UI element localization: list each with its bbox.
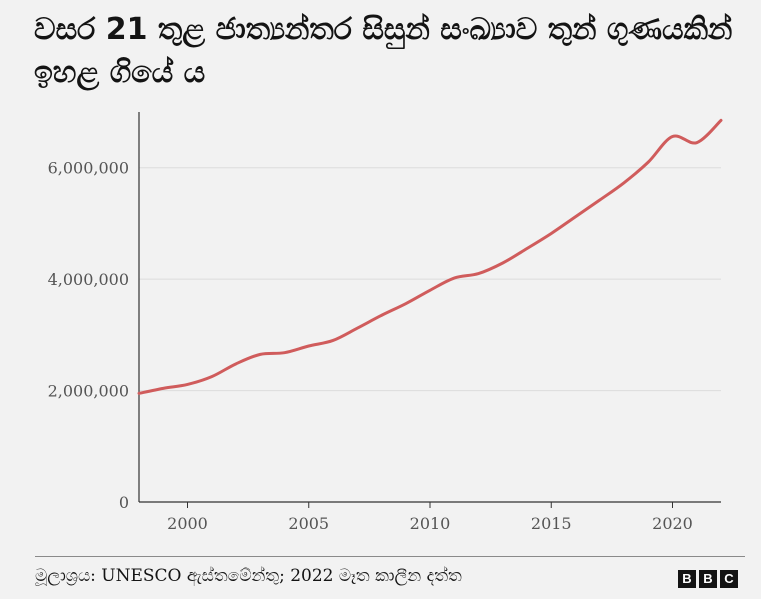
y-tick-label: 2,000,000 [48,382,129,401]
y-axis: 0 2,000,000 4,000,000 6,000,000 [48,112,140,512]
series-line [137,118,723,395]
data-point [162,387,165,390]
data-point [283,351,286,354]
data-point [259,353,262,356]
x-tick-label: 2005 [288,514,329,533]
data-point [356,327,359,330]
data-point [526,247,529,250]
data-point [186,383,189,386]
data-point [598,199,601,202]
logo-letter-3: C [720,570,738,588]
series-group [137,118,723,395]
y-tick-label: 6,000,000 [48,159,129,178]
data-point [671,135,674,138]
x-axis: 2000 2005 2010 2015 2020 [139,501,721,533]
data-point [477,272,480,275]
data-point [380,314,383,317]
x-tick-label: 2015 [531,514,572,533]
footer-divider [35,556,745,557]
y-tick-label: 4,000,000 [48,270,129,289]
data-point [404,302,407,305]
data-point [501,261,504,264]
data-point [647,161,650,164]
data-point [138,392,141,395]
x-tick-label: 2010 [410,514,451,533]
grid-lines [139,167,721,392]
data-point [720,119,723,122]
data-point [307,345,310,348]
data-point [453,277,456,280]
data-point [574,215,577,218]
data-point [332,339,335,342]
y-tick-label: 0 [119,493,129,512]
x-tick-label: 2000 [167,514,208,533]
x-tick-label: 2020 [652,514,693,533]
data-point [210,375,213,378]
data-point [550,232,553,235]
bbc-logo: B B C [678,570,738,588]
logo-letter-1: B [678,570,696,588]
chart-title: වසර 21 තුළ ජාත්‍යන්තර සිසුන් සංඛ්‍යාව තු… [34,12,733,90]
logo-letter-2: B [699,570,717,588]
data-point [695,141,698,144]
data-point [623,181,626,184]
data-point [429,289,432,292]
data-point [235,362,238,365]
source-note: මූලාශ්‍රය: UNESCO ඇස්තමේන්තු; 2022 මෑත ක… [35,566,462,586]
